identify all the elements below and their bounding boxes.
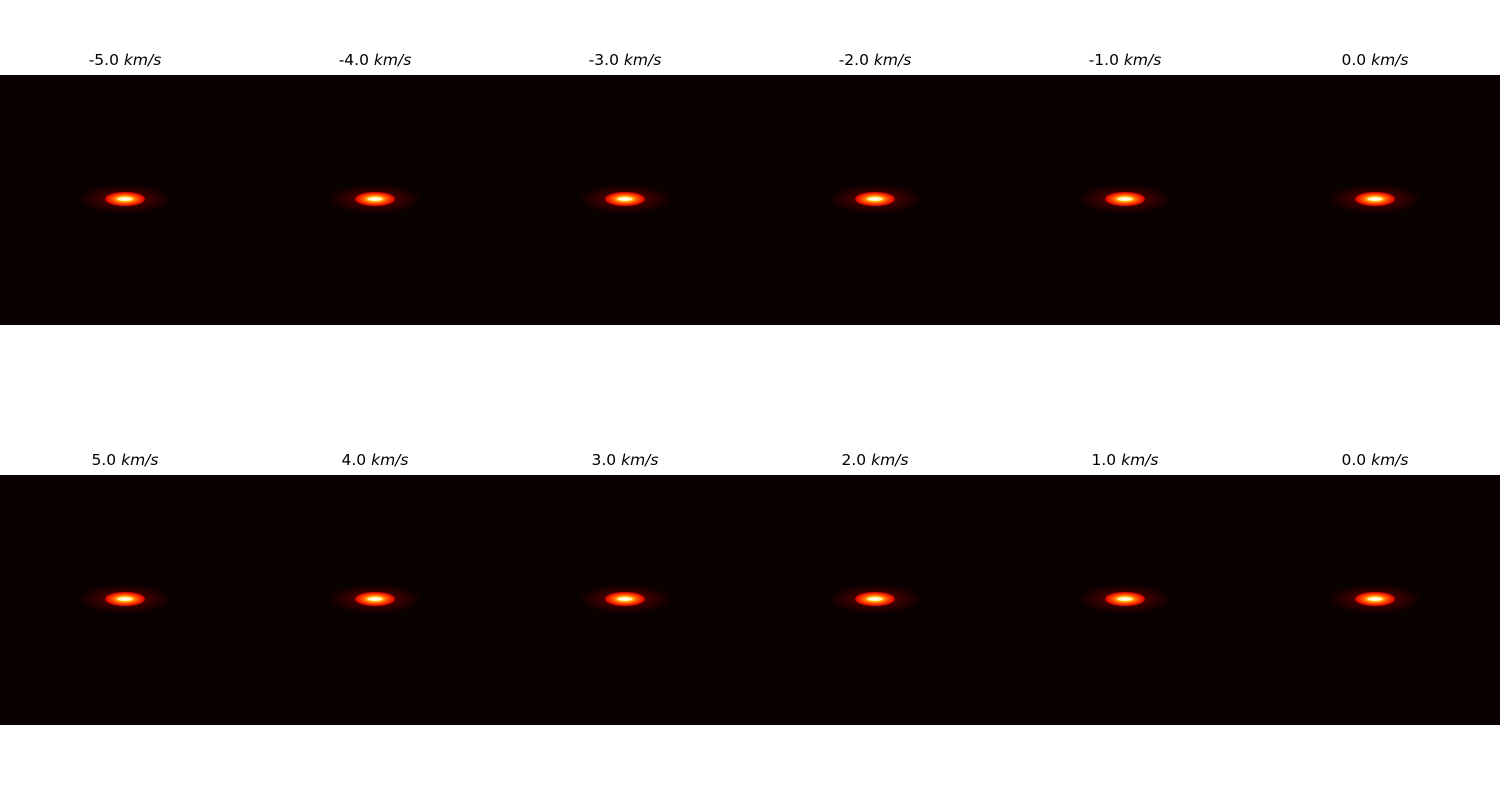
panel-title: 5.0 km/s [91,451,159,469]
channel-panel: -4.0 km/s [250,51,500,325]
channel-panel: -3.0 km/s [500,51,750,325]
panel-title: 2.0 km/s [841,451,909,469]
channel-panel: 5.0 km/s [0,451,250,725]
panel-title: 0.0 km/s [1341,451,1409,469]
channel-panel: 0.0 km/s [1250,451,1500,725]
panel-title: -5.0 km/s [88,51,162,69]
channel-panel: 0.0 km/s [1250,51,1500,325]
panel-title: 1.0 km/s [1091,451,1159,469]
panel-title: -3.0 km/s [588,51,662,69]
channel-panel: -2.0 km/s [750,51,1000,325]
panel-title: -4.0 km/s [338,51,412,69]
channel-panel: -1.0 km/s [1000,51,1250,325]
channel-panel: 3.0 km/s [500,451,750,725]
panel-title: -2.0 km/s [838,51,912,69]
panel-row-top: -5.0 km/s -4.0 km/s -3.0 km/s -2.0 km/s … [0,51,1500,325]
channel-panel: 4.0 km/s [250,451,500,725]
panel-title: -1.0 km/s [1088,51,1162,69]
channel-panel: -5.0 km/s [0,51,250,325]
panel-title: 4.0 km/s [341,451,409,469]
panel-row-bottom: 5.0 km/s 4.0 km/s 3.0 km/s 2.0 km/s 1.0 … [0,451,1500,725]
panel-title: 0.0 km/s [1341,51,1409,69]
panel-title: 3.0 km/s [591,451,659,469]
channel-panel: 2.0 km/s [750,451,1000,725]
channel-panel: 1.0 km/s [1000,451,1250,725]
